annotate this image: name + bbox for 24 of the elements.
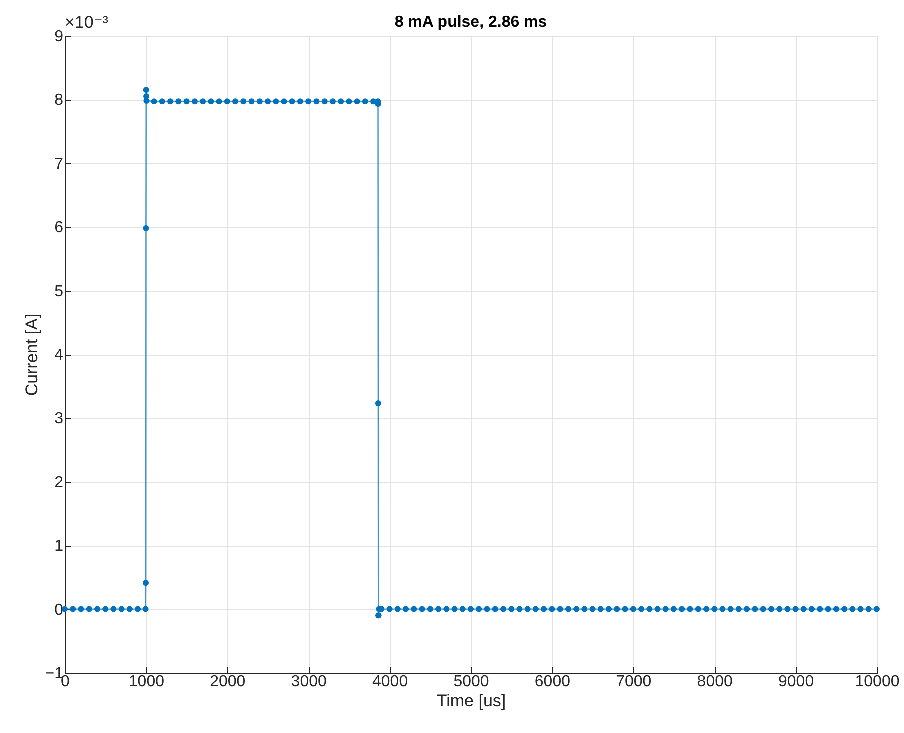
x-tick-label: 5000 — [454, 674, 490, 690]
x-tick-label: 6000 — [534, 674, 571, 690]
x-tick-label: 1000 — [128, 674, 165, 690]
chart-title: 8 mA pulse, 2.86 ms — [394, 14, 548, 31]
y-tick-label: 3 — [54, 410, 64, 428]
y-tick-label: 7 — [54, 156, 64, 173]
y-tick-label: 6 — [54, 220, 64, 237]
text: ×10⁻³ — [65, 13, 109, 32]
y-tick-label: 2 — [54, 474, 64, 492]
y-tick-label: 9 — [54, 28, 64, 46]
y-tick-label: 1 — [54, 538, 64, 556]
x-tick-label: 4000 — [372, 674, 408, 690]
y-tick-label: 8 — [54, 92, 64, 110]
x-tick-label: 8000 — [697, 674, 733, 690]
x-tick-label: 7000 — [616, 674, 652, 690]
x-tick-label: 10000 — [855, 674, 900, 690]
y-axis-title: Current [A] — [22, 314, 42, 396]
x-tick-label: 3000 — [291, 674, 327, 690]
y-tick-label: 5 — [54, 283, 64, 300]
y-tick-label: 0 — [54, 602, 64, 619]
y-tick-label: 4 — [54, 347, 64, 364]
x-tick-label: 2000 — [210, 674, 246, 690]
x-axis-title: Time [us] — [436, 692, 506, 710]
x-tick-label: 9000 — [778, 674, 814, 690]
